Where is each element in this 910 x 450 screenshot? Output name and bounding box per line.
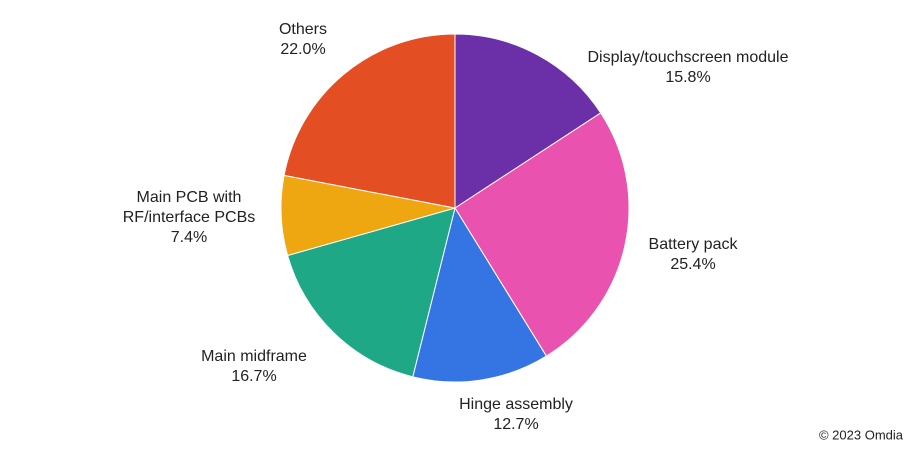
pie-slice: [454, 112, 630, 357]
pie-slice: [283, 33, 456, 209]
value-label: 16.7%: [231, 368, 276, 385]
slice-label-line: RF/interface PCBs: [123, 209, 255, 226]
slice-label-line: Battery pack: [649, 236, 739, 253]
value-label: 7.4%: [171, 229, 207, 246]
pie-slice: [412, 206, 548, 383]
value-label: 15.8%: [665, 69, 710, 86]
slice-label-line: Others: [279, 21, 327, 38]
slice-label: Main midframe: [201, 348, 307, 365]
slice-label: Main PCB with RF/interface PCBs: [123, 189, 255, 226]
slice-label: Hinge assembly: [459, 396, 573, 413]
slice-label: Display/touchscreen module: [588, 49, 789, 66]
value-label: 12.7%: [493, 416, 538, 433]
value-label: 22.0%: [280, 41, 325, 58]
slice-label: Battery pack: [649, 236, 739, 253]
credit: © 2023 Omdia: [819, 427, 904, 442]
slice-label-line: Main PCB with: [137, 189, 242, 206]
pie-slice: [286, 207, 456, 378]
value-label: 25.4%: [670, 256, 715, 273]
slice-label-line: Display/touchscreen module: [588, 49, 789, 66]
slice-label: Others: [279, 21, 327, 38]
slice-label-line: Main midframe: [201, 348, 307, 365]
pie-slice: [454, 33, 602, 209]
slice-label-line: Hinge assembly: [459, 396, 573, 413]
